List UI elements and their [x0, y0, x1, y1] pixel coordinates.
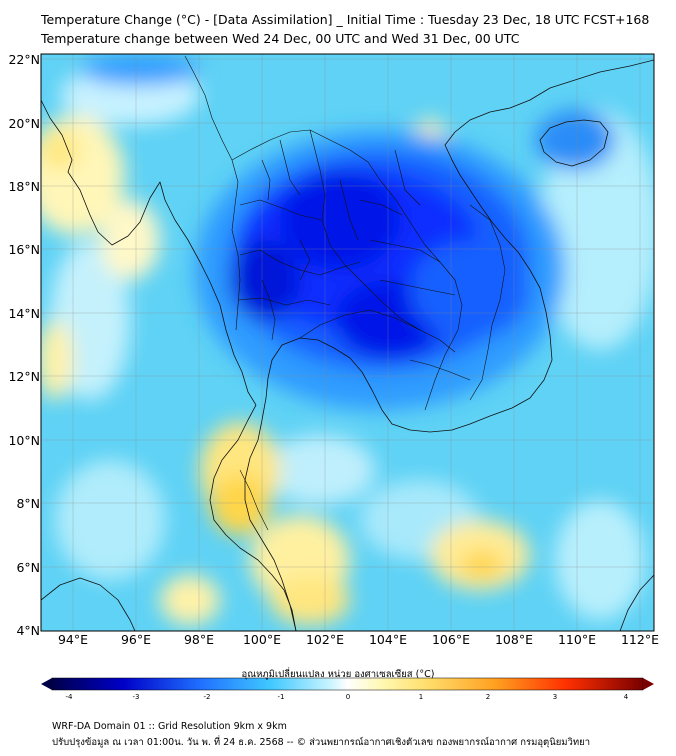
colorbar-tick: 4	[623, 693, 629, 701]
footer-credit: ปรับปรุงข้อมูล ณ เวลา 01:00น. วัน พ. ที่…	[52, 737, 591, 748]
lat-label-16n: 16°N	[8, 242, 40, 257]
admin-borders	[184, 55, 506, 531]
lat-label-8n: 8°N	[16, 496, 40, 511]
coastlines	[41, 59, 654, 631]
colorbar-tick: 1	[418, 693, 424, 701]
map-title-line-2: Temperature change between Wed 24 Dec, 0…	[41, 31, 520, 46]
lat-label-10n: 10°N	[8, 433, 40, 448]
footer-model-info: WRF-DA Domain 01 :: Grid Resolution 9km …	[52, 721, 287, 732]
lat-label-6n: 6°N	[16, 560, 40, 575]
lat-label-14n: 14°N	[8, 306, 40, 321]
colorbar-tick: -2	[203, 693, 211, 701]
colorbar-tick: -3	[132, 693, 140, 701]
lon-label-106e: 106°E	[431, 632, 470, 647]
lat-label-22n: 22°N	[8, 52, 40, 67]
temperature-field	[41, 54, 654, 631]
colorbar-tick: 0	[345, 693, 351, 701]
lat-label-20n: 20°N	[8, 116, 40, 131]
colorbar	[41, 677, 654, 691]
map-title-line-1: Temperature Change (°C) - [Data Assimila…	[41, 12, 650, 27]
lat-label-12n: 12°N	[8, 369, 40, 384]
colorbar-tick: 3	[552, 693, 558, 701]
lon-label-94e: 94°E	[57, 632, 89, 647]
colorbar-tick: -4	[65, 693, 73, 701]
graticule	[41, 54, 654, 631]
lon-label-108e: 108°E	[494, 632, 533, 647]
lon-label-110e: 110°E	[557, 632, 596, 647]
lon-label-100e: 100°E	[242, 632, 281, 647]
lat-label-18n: 18°N	[8, 179, 40, 194]
lon-label-104e: 104°E	[368, 632, 407, 647]
colorbar-tick: -1	[277, 693, 285, 701]
lon-label-112e: 112°E	[620, 632, 659, 647]
colorbar-tick: 2	[485, 693, 491, 701]
colorbar-title: อุณหภูมิเปลี่ยนแปลง หน่วย องศาเซลเซียส (…	[241, 669, 435, 680]
lon-label-98e: 98°E	[183, 632, 215, 647]
lat-label-4n: 4°N	[16, 623, 40, 638]
lon-label-96e: 96°E	[120, 632, 152, 647]
lon-label-102e: 102°E	[305, 632, 344, 647]
